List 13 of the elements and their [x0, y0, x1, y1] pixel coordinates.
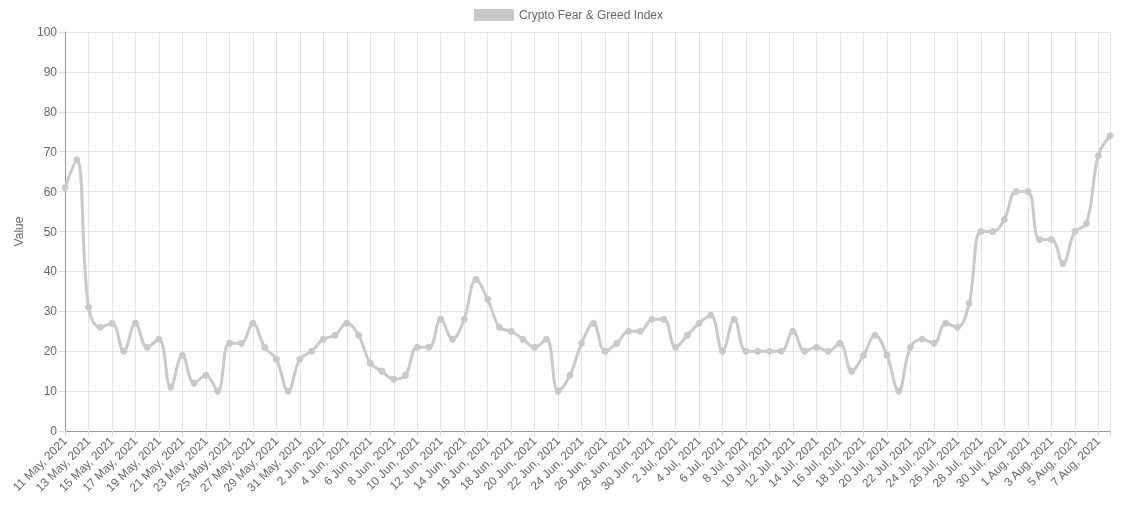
y-axis-title: Value: [12, 216, 26, 247]
y-tick-label: 0: [50, 424, 58, 438]
y-tick-label: 90: [43, 64, 58, 79]
y-tick-label: 70: [43, 144, 58, 159]
y-tick-label: 40: [43, 264, 58, 279]
y-tick-label: 50: [43, 224, 58, 239]
y-tick-label: 30: [43, 304, 58, 319]
y-tick-label: 100: [36, 25, 58, 39]
y-tick-label: 20: [43, 344, 58, 359]
y-tick-label: 80: [43, 104, 58, 119]
legend-label: Crypto Fear & Greed Index: [518, 8, 664, 22]
y-tick-label: 10: [43, 384, 58, 399]
y-tick-label: 60: [43, 184, 58, 199]
